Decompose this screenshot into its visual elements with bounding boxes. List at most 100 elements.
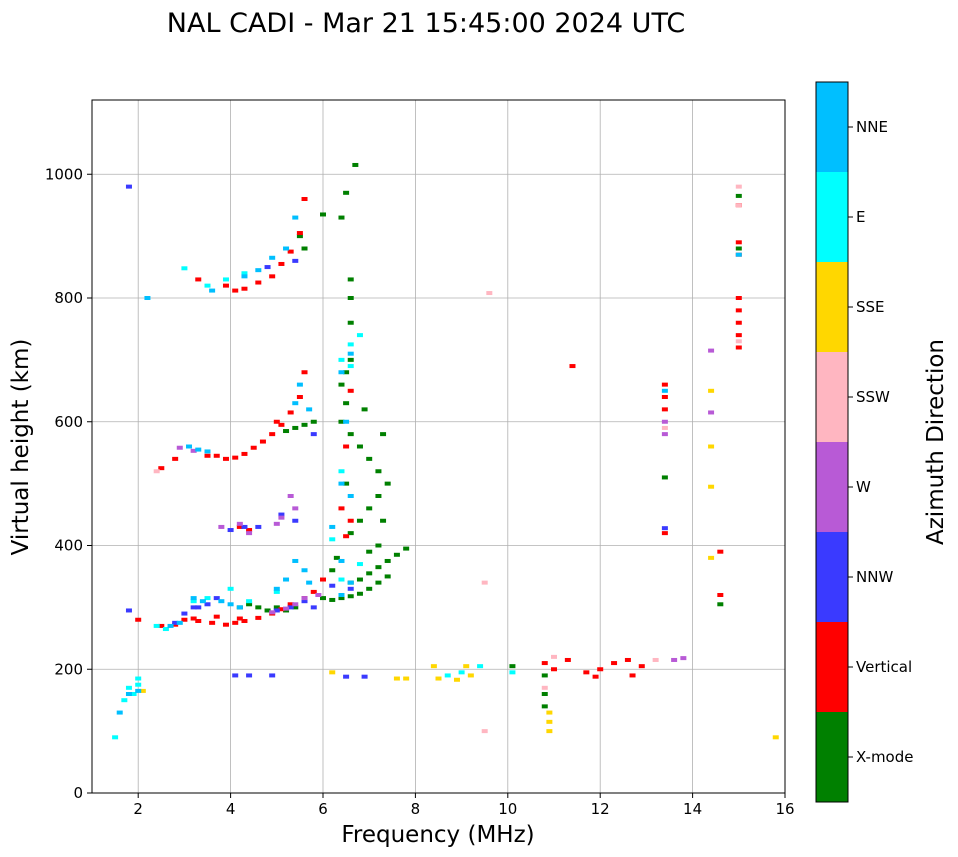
data-point [213,453,220,458]
data-point [338,577,345,582]
data-point [338,506,345,511]
data-point [222,622,229,627]
data-point [301,246,308,251]
data-point [269,673,276,678]
data-point [181,617,188,622]
data-point [273,589,280,594]
data-point [481,580,488,585]
data-point [283,606,290,611]
data-point [347,357,354,362]
data-point [735,252,742,257]
data-point [292,215,299,220]
data-point [661,425,668,430]
data-point [338,419,345,424]
data-point [301,370,308,375]
data-point [356,562,363,567]
data-point [255,280,262,285]
data-point [158,623,165,628]
data-point [329,568,336,573]
data-point [195,605,202,610]
colorbar-label: W [856,478,871,496]
data-point [403,546,410,551]
data-point [176,620,183,625]
data-point [735,246,742,251]
data-point [199,599,206,604]
series-nnw [125,184,668,679]
data-point [717,549,724,554]
y-tick-label: 0 [73,784,83,802]
data-point [273,521,280,526]
colorbar-label: E [856,208,865,226]
data-point [255,524,262,529]
data-point [366,456,373,461]
data-point [347,432,354,437]
data-point [287,602,294,607]
data-point [343,401,350,406]
data-point [671,657,678,662]
data-point [162,627,169,632]
data-point [283,577,290,582]
data-point [546,729,553,734]
data-point [287,249,294,254]
data-point [708,444,715,449]
data-point [320,212,326,217]
data-point [144,296,151,300]
data-point [338,370,345,375]
data-point [181,266,188,271]
data-point [292,518,299,523]
data-point [430,664,437,669]
data-point [347,320,354,325]
data-point [301,596,308,601]
data-point [273,419,280,424]
data-point [384,574,391,579]
data-point [241,451,248,456]
data-point [624,657,631,662]
data-point [551,667,557,672]
data-point [278,607,285,612]
y-tick-label: 400 [54,537,83,555]
data-point [204,283,211,288]
data-point [384,558,391,563]
data-point [232,288,239,293]
data-point [481,729,488,734]
data-point [296,382,303,387]
data-point [301,568,308,573]
data-point [204,449,211,454]
data-points [112,162,779,740]
data-point [541,673,548,678]
data-point [283,429,290,434]
data-point [186,444,193,449]
colorbar-label: NNE [856,118,888,136]
data-point [597,667,604,672]
data-point [347,580,354,585]
data-point [209,620,216,625]
data-point [232,455,239,460]
data-point [329,670,336,675]
data-point [541,685,548,690]
data-point [292,425,299,430]
grid-lines [92,100,786,794]
data-point [310,419,317,424]
data-point [772,735,779,740]
data-point [236,616,243,621]
data-point [241,524,248,529]
data-point [310,432,317,437]
data-point [541,692,548,696]
data-point [347,388,354,393]
data-point [125,608,132,613]
data-point [366,506,373,511]
data-point [246,673,253,678]
data-point [477,664,484,669]
data-point [708,410,715,415]
x-tick-label: 4 [226,800,236,818]
data-point [592,674,599,679]
colorbar-segment [816,262,848,352]
data-point [296,395,303,399]
data-point [338,357,345,362]
data-point [611,661,618,666]
data-point [735,320,742,325]
data-point [135,617,142,622]
data-point [356,518,363,523]
data-point [708,348,715,353]
data-point [735,333,742,338]
